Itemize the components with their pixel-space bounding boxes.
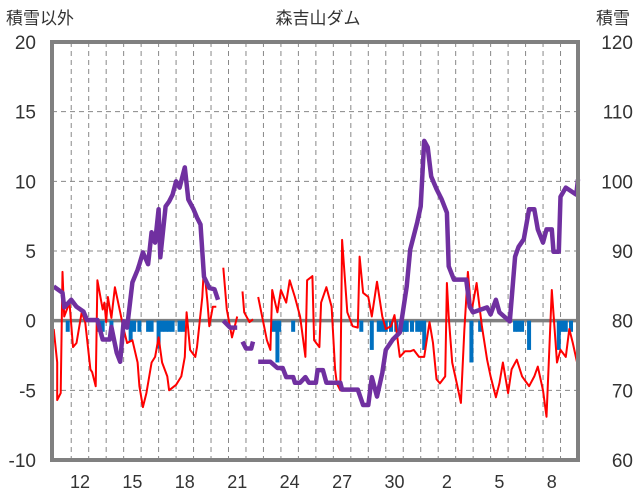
precip-bar <box>380 320 385 332</box>
precip-bar <box>369 320 374 350</box>
gridlines <box>52 42 578 460</box>
precip-bar <box>291 320 296 332</box>
y-tick-right: 80 <box>612 312 633 333</box>
precip-bar <box>569 320 574 332</box>
y-tick-left: 5 <box>25 242 36 263</box>
precip-bar <box>516 320 521 332</box>
y-tick-left: 0 <box>25 312 36 333</box>
y-tick-left: 15 <box>15 103 36 124</box>
right-axis-label: 積雪 <box>596 9 630 28</box>
precip-bar <box>275 320 280 363</box>
precip-bar <box>422 320 427 350</box>
precip-bar <box>163 320 168 332</box>
x-tick: 5 <box>494 472 504 492</box>
y-tick-right: 100 <box>601 172 633 193</box>
y-tick-right: 110 <box>603 103 633 124</box>
x-tick: 8 <box>547 472 557 492</box>
y-tick-right: 90 <box>612 242 633 263</box>
precip-bar <box>409 320 414 332</box>
x-tick: 24 <box>280 472 300 492</box>
y-tick-left: 10 <box>15 172 36 193</box>
precip-bar <box>149 320 154 332</box>
x-tick: 30 <box>384 472 404 492</box>
precip-bar <box>277 320 282 332</box>
x-tick: 12 <box>70 472 90 492</box>
plot-frame <box>50 40 580 462</box>
precip-bar <box>160 320 165 332</box>
x-tick: 27 <box>332 472 352 492</box>
y-tick-right: 60 <box>612 451 633 472</box>
precip-bar <box>359 320 364 332</box>
precip-bar <box>513 320 518 332</box>
precip-bar <box>132 320 137 332</box>
precip-bar <box>404 320 409 332</box>
precip-bar <box>376 320 381 332</box>
precip-bar <box>137 320 142 332</box>
precip-bar <box>469 320 474 363</box>
precip-bar <box>520 320 525 332</box>
precip-bar <box>170 320 175 332</box>
precip-bar <box>478 320 483 332</box>
left-axis-label: 積雪以外 <box>6 9 74 28</box>
precip-bar <box>563 320 568 332</box>
precip-bar <box>556 320 561 350</box>
series-lines <box>52 138 581 418</box>
precip-bar <box>560 320 565 332</box>
precip-bar <box>128 320 133 342</box>
x-tick: 18 <box>175 472 195 492</box>
y-tick-left: -5 <box>19 381 36 402</box>
precip-bar <box>418 320 423 332</box>
snow-depth-line <box>52 138 581 408</box>
y-tick-right: 120 <box>601 33 633 54</box>
temperature-line <box>52 238 579 418</box>
tick-labels: 20 15 10 5 0 -5 -10 120 110 100 90 80 70 60 12 15 18 21 24… <box>9 33 633 492</box>
chart-title: 森吉山ダム <box>276 9 361 28</box>
x-tick: 2 <box>442 472 452 492</box>
y-tick-left: -10 <box>9 451 36 472</box>
precip-bar <box>167 320 172 332</box>
precip-bar <box>146 320 151 332</box>
precip-bar <box>527 320 532 350</box>
precip-bar <box>415 320 420 332</box>
x-tick: 15 <box>122 472 142 492</box>
precip-bar <box>271 320 276 332</box>
precip-bar <box>156 320 161 349</box>
precip-bar <box>177 320 182 332</box>
y-tick-left: 20 <box>15 33 36 54</box>
precip-bar <box>65 320 70 332</box>
precip-bar <box>181 320 186 332</box>
y-tick-right: 70 <box>612 381 633 402</box>
x-tick: 21 <box>227 472 247 492</box>
precip-bar <box>100 320 105 332</box>
